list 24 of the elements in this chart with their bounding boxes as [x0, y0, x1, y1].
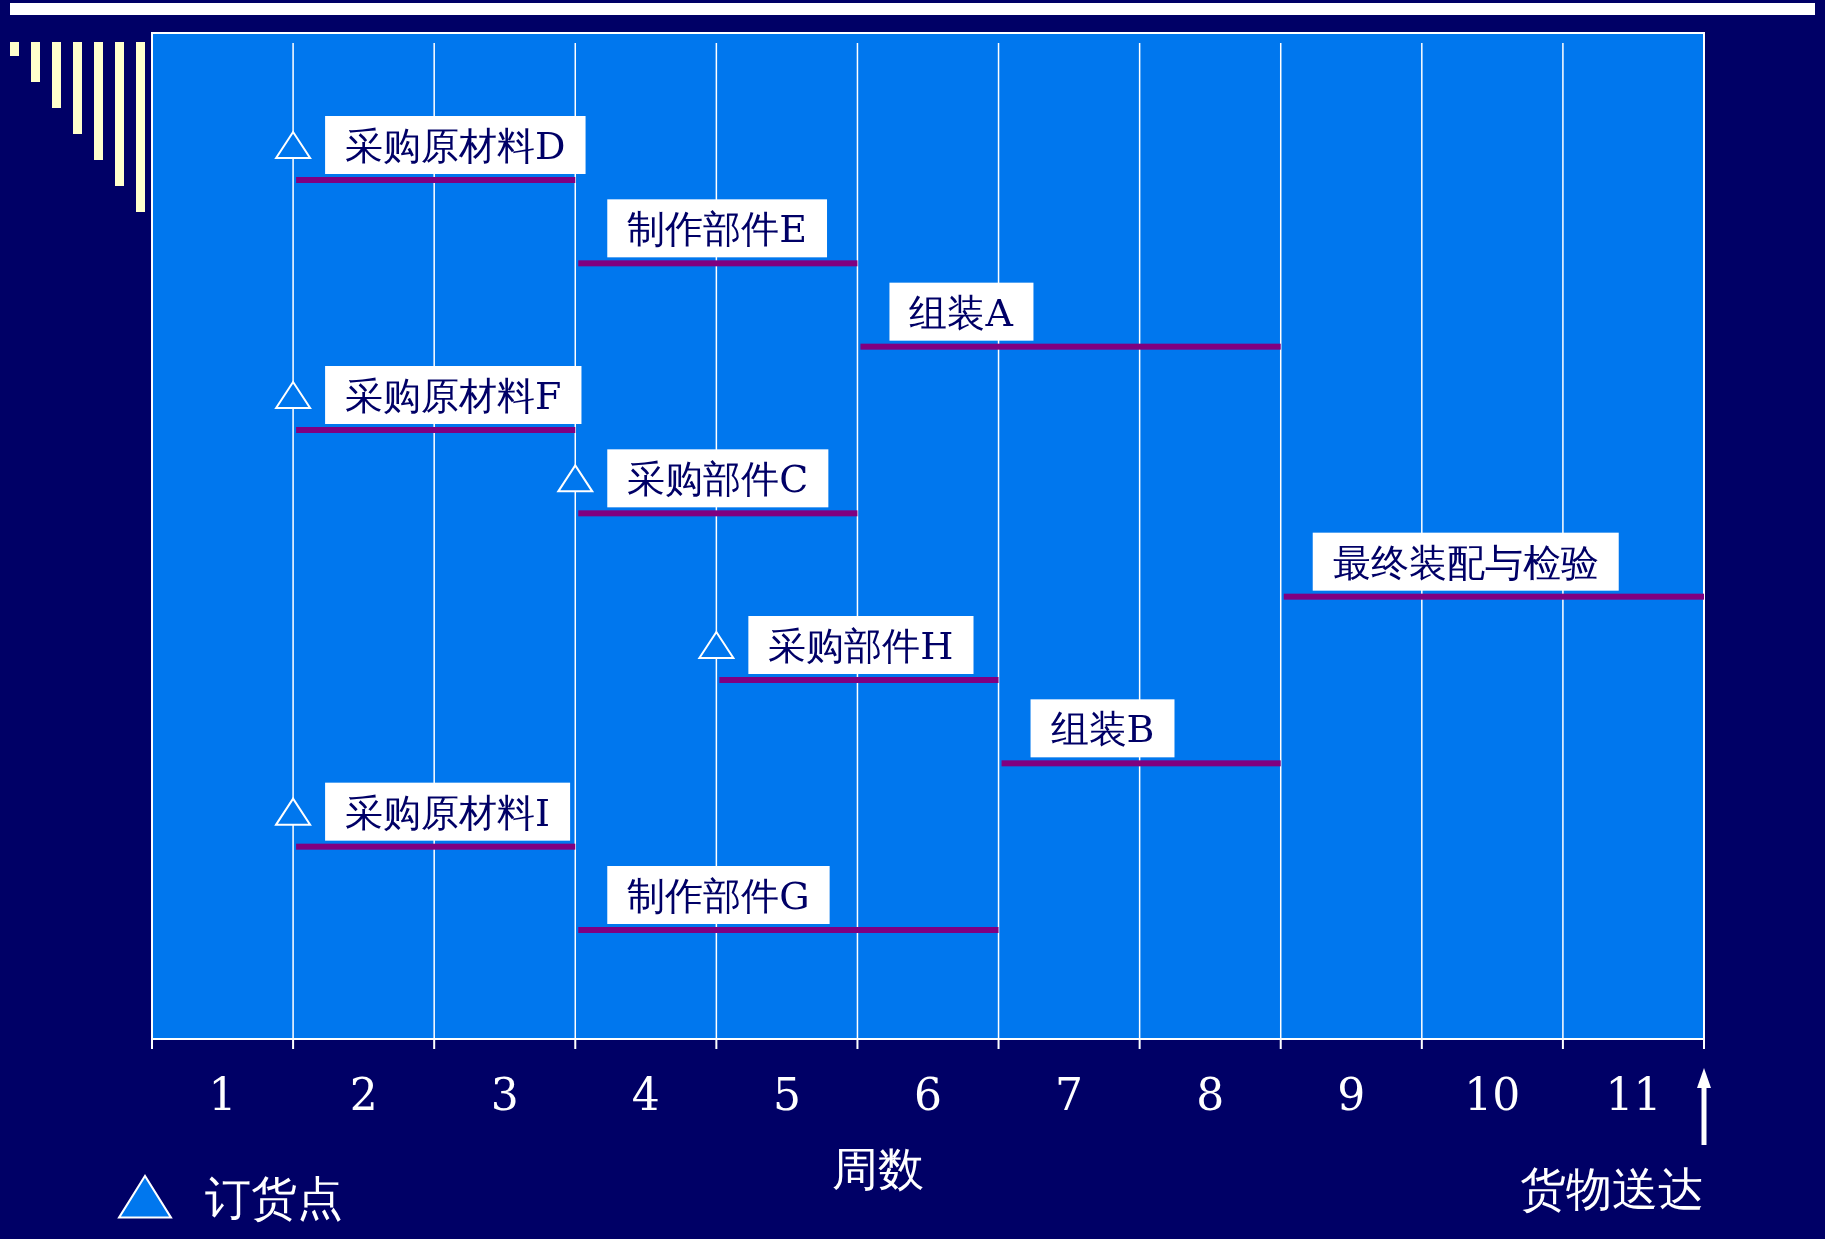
x-tick-label: 4 — [631, 1069, 660, 1120]
x-axis-title: 周数 — [832, 1142, 924, 1196]
y-tick-label: 组装B — [1050, 707, 1155, 752]
x-tick-label: 11 — [1605, 1069, 1662, 1120]
x-tick-label: 1 — [208, 1069, 237, 1120]
y-tick-label: 采购原材料F — [345, 374, 562, 418]
x-tick-label: 5 — [772, 1069, 801, 1120]
text: 货物送达 — [1520, 1162, 1704, 1216]
y-tick-label: 采购部件C — [627, 457, 809, 502]
x-tick-label: 8 — [1196, 1069, 1225, 1120]
y-tick-label: 采购原材料I — [345, 790, 551, 835]
y-tick-label: 采购原材料D — [345, 124, 566, 168]
y-tick-label: 制作部件G — [627, 874, 810, 918]
x-tick-label: 6 — [914, 1069, 942, 1120]
y-tick-label: 制作部件E — [627, 207, 808, 252]
y-tick-label: 最终装配与检验 — [1332, 540, 1599, 585]
x-tick-label: 10 — [1464, 1069, 1521, 1120]
x-tick-label: 7 — [1055, 1069, 1084, 1120]
y-tick-label: 组装A — [909, 290, 1014, 335]
x-tick-label: 9 — [1337, 1069, 1366, 1120]
x-tick-label: 3 — [490, 1069, 519, 1120]
x-tick-label: 2 — [349, 1069, 378, 1120]
legend-label: 订货点 — [205, 1171, 343, 1225]
y-tick-label: 采购部件H — [768, 624, 954, 668]
